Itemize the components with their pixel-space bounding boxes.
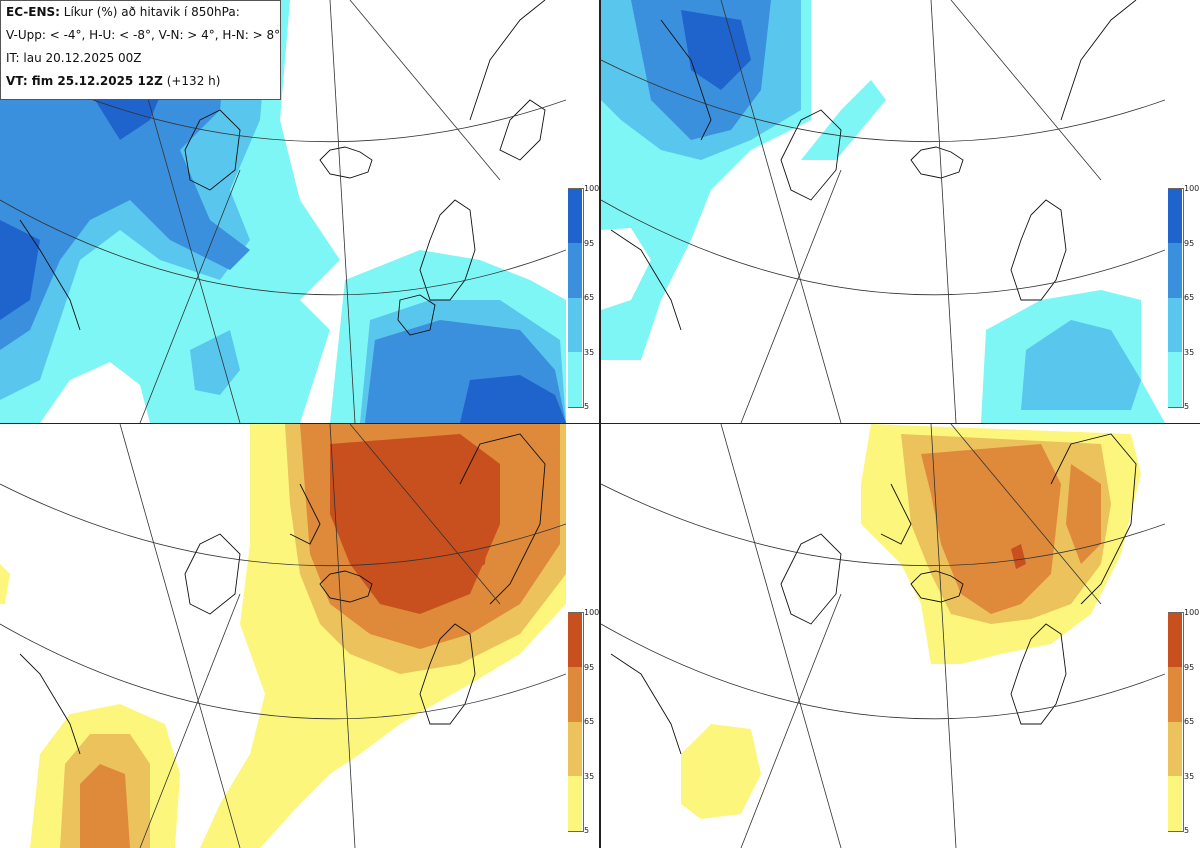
prob-area-top	[1011, 544, 1026, 569]
map-panel-v-n	[0, 424, 566, 848]
prob-area-high	[921, 444, 1061, 614]
legend-orange-right: 100 95 65 35 5	[1168, 608, 1200, 835]
valid-time-line: VT: fim 25.12.2025 12Z (+132 h)	[6, 74, 275, 97]
map-h-n	[601, 424, 1165, 848]
prob-area-low	[0, 564, 10, 604]
lead-time: (+132 h)	[162, 74, 221, 88]
legend-tick: 100	[1184, 608, 1200, 617]
prob-area-low	[681, 724, 761, 819]
prob-area-top	[460, 375, 566, 423]
coastlines	[610, 0, 1137, 331]
legend-tick: 35	[584, 348, 595, 357]
map-panel-h-n	[601, 424, 1165, 848]
coastlines	[19, 0, 546, 336]
legend-tick: 95	[1184, 663, 1195, 672]
prob-area-top	[0, 220, 40, 320]
coastlines	[610, 433, 1137, 755]
legend-tick: 5	[584, 826, 590, 835]
prob-area-mid	[1021, 320, 1141, 410]
legend-tick: 95	[1184, 239, 1195, 248]
legend-tick: 65	[584, 293, 595, 302]
info-box: EC-ENS: Líkur (%) að hitavik í 850hPa: V…	[0, 0, 281, 100]
legend-tick: 95	[584, 663, 595, 672]
legend-tick: 35	[1184, 772, 1195, 781]
panel-divider-vertical	[599, 0, 601, 848]
legend-tick: 100	[1184, 184, 1200, 193]
legend-blue-top: 100 95 65 35 5	[568, 184, 602, 411]
legend-tick: 35	[1184, 348, 1195, 357]
legend-tick: 100	[584, 184, 600, 193]
graticule	[0, 424, 566, 848]
model-name: EC-ENS:	[6, 5, 60, 19]
prob-area-high	[80, 764, 130, 848]
legend-tick: 5	[1184, 826, 1190, 835]
legend-tick: 35	[584, 772, 595, 781]
legend-tick: 65	[584, 717, 595, 726]
title-text: Líkur (%) að hitavik í 850hPa:	[59, 5, 240, 19]
coastlines	[19, 433, 546, 755]
valid-time: VT: fim 25.12.2025 12Z	[6, 74, 163, 88]
legend-blue-bottom: 100 95 65 35 5	[1168, 184, 1200, 411]
map-panel-h-u	[601, 0, 1165, 423]
thresholds-text: V-Upp: < -4°, H-U: < -8°, V-N: > 4°, H-N…	[6, 28, 281, 42]
legend-tick: 100	[584, 608, 600, 617]
legend-tick: 65	[1184, 717, 1195, 726]
title-line: EC-ENS: Líkur (%) að hitavik í 850hPa:	[6, 5, 275, 28]
no-signal-area	[40, 362, 150, 423]
panel-divider-horizontal	[0, 423, 1200, 424]
legend-tick: 95	[584, 239, 595, 248]
map-panel-v-upp: EC-ENS: Líkur (%) að hitavik í 850hPa: V…	[0, 0, 566, 423]
prob-area-top	[681, 10, 751, 90]
legend-tick: 65	[1184, 293, 1195, 302]
legend-orange-left: 100 95 65 35 5	[568, 608, 602, 835]
map-h-u	[601, 0, 1165, 423]
init-time: IT: lau 20.12.2025 00Z	[6, 51, 142, 65]
legend-tick: 5	[1184, 402, 1190, 411]
prob-area-top	[470, 484, 490, 574]
no-signal-area	[285, 0, 566, 290]
graticule	[601, 424, 1165, 848]
map-v-n	[0, 424, 566, 848]
prob-area-high	[1066, 464, 1101, 564]
graticule	[601, 0, 1165, 423]
prob-area-low	[801, 80, 886, 160]
legend-tick: 5	[584, 402, 590, 411]
prob-area-top	[330, 434, 500, 614]
